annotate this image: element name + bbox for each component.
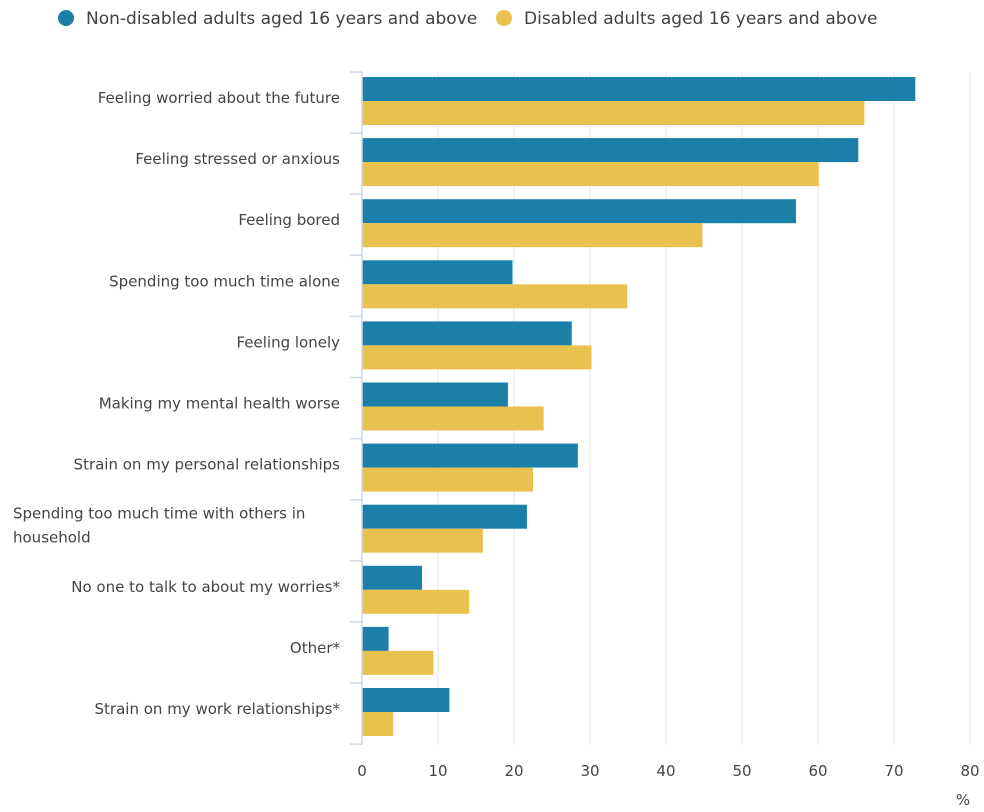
bar bbox=[362, 383, 508, 407]
legend-label: Disabled adults aged 16 years and above bbox=[524, 9, 878, 29]
bar bbox=[362, 627, 389, 651]
bar bbox=[362, 199, 796, 223]
category-label: Spending too much time alone bbox=[109, 272, 340, 290]
bar bbox=[362, 505, 527, 529]
legend-swatch bbox=[58, 10, 74, 26]
bar bbox=[362, 651, 433, 675]
category-label: Feeling lonely bbox=[236, 333, 340, 351]
bar bbox=[362, 260, 512, 284]
bar bbox=[362, 223, 702, 247]
category-label: Spending too much time with others in hou… bbox=[13, 505, 305, 547]
category-label: Strain on my personal relationships bbox=[74, 456, 341, 474]
legend-label: Non-disabled adults aged 16 years and ab… bbox=[86, 9, 477, 29]
bar bbox=[362, 345, 592, 369]
y-axis bbox=[350, 72, 362, 745]
category-label: No one to talk to about my worries* bbox=[71, 578, 340, 596]
bar bbox=[362, 162, 819, 186]
x-tick-label: 60 bbox=[808, 762, 827, 780]
bar bbox=[362, 444, 578, 468]
x-tick-label: 10 bbox=[428, 762, 447, 780]
bar bbox=[362, 566, 422, 590]
bar bbox=[362, 590, 469, 614]
bar bbox=[362, 468, 533, 492]
category-label: Making my mental health worse bbox=[99, 395, 340, 413]
x-tick-label: 80 bbox=[960, 762, 979, 780]
x-tick-label: 0 bbox=[357, 762, 367, 780]
x-tick-label: 30 bbox=[580, 762, 599, 780]
bar bbox=[362, 321, 572, 345]
category-label: Feeling bored bbox=[238, 211, 340, 229]
x-tick-label: 40 bbox=[656, 762, 675, 780]
category-label: Other* bbox=[290, 639, 341, 657]
bar bbox=[362, 101, 864, 125]
bar bbox=[362, 529, 483, 553]
legend: Non-disabled adults aged 16 years and ab… bbox=[58, 9, 878, 29]
category-label: Feeling worried about the future bbox=[98, 89, 340, 107]
bar bbox=[362, 284, 627, 308]
legend-swatch bbox=[496, 10, 512, 26]
x-tick-label: 20 bbox=[504, 762, 523, 780]
x-axis-ticks: 0 10 20 30 40 50 60 70 80% bbox=[357, 762, 979, 809]
x-tick-label: 70 bbox=[884, 762, 903, 780]
bar bbox=[362, 138, 858, 162]
bar bbox=[362, 407, 544, 431]
category-labels: Feeling worried about the future Feeling … bbox=[13, 89, 340, 718]
bars bbox=[362, 77, 915, 736]
bar bbox=[362, 688, 449, 712]
category-label: Feeling stressed or anxious bbox=[135, 150, 340, 168]
x-axis-unit: % bbox=[956, 791, 970, 809]
bar bbox=[362, 712, 393, 736]
x-tick-label: 50 bbox=[732, 762, 751, 780]
bar bbox=[362, 77, 915, 101]
category-label: Strain on my work relationships* bbox=[95, 700, 341, 718]
